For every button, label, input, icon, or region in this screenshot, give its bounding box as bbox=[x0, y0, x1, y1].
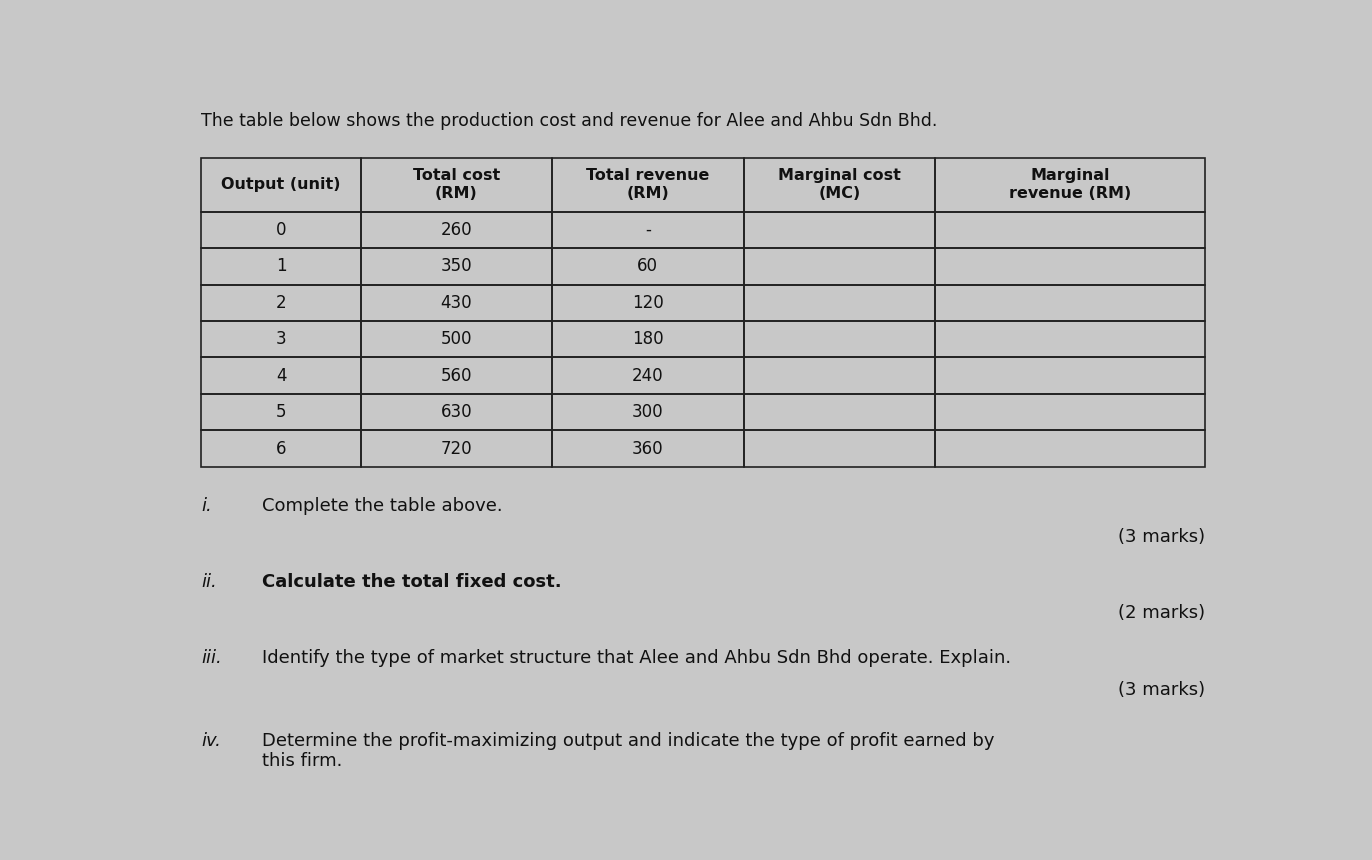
Text: 560: 560 bbox=[440, 366, 472, 384]
Bar bbox=[552, 157, 744, 212]
Bar bbox=[744, 212, 934, 249]
Text: Marginal cost
(MC): Marginal cost (MC) bbox=[778, 168, 900, 201]
Text: 120: 120 bbox=[632, 294, 664, 312]
Text: Determine the profit-maximizing output and indicate the type of profit earned by: Determine the profit-maximizing output a… bbox=[262, 732, 995, 771]
Text: 2: 2 bbox=[276, 294, 287, 312]
Bar bbox=[202, 249, 361, 285]
Bar bbox=[552, 212, 744, 249]
Text: (3 marks): (3 marks) bbox=[1118, 528, 1205, 546]
Bar bbox=[361, 157, 552, 212]
Text: 60: 60 bbox=[638, 257, 659, 275]
Bar bbox=[744, 394, 934, 430]
Bar bbox=[361, 394, 552, 430]
Bar bbox=[361, 249, 552, 285]
Text: 300: 300 bbox=[632, 403, 664, 421]
Text: 350: 350 bbox=[440, 257, 472, 275]
Text: 180: 180 bbox=[632, 330, 664, 348]
Text: 720: 720 bbox=[440, 439, 472, 458]
Bar bbox=[934, 285, 1205, 321]
Text: The table below shows the production cost and revenue for Alee and Ahbu Sdn Bhd.: The table below shows the production cos… bbox=[202, 112, 937, 130]
Text: 630: 630 bbox=[440, 403, 472, 421]
Bar bbox=[552, 249, 744, 285]
Text: iii.: iii. bbox=[202, 648, 222, 667]
Bar bbox=[202, 212, 361, 249]
Text: 3: 3 bbox=[276, 330, 287, 348]
Bar bbox=[202, 394, 361, 430]
Bar bbox=[552, 321, 744, 358]
Text: Total revenue
(RM): Total revenue (RM) bbox=[586, 168, 709, 201]
Text: 4: 4 bbox=[276, 366, 287, 384]
Text: 360: 360 bbox=[632, 439, 664, 458]
Bar bbox=[934, 157, 1205, 212]
Text: -: - bbox=[645, 221, 650, 239]
Text: Total cost
(RM): Total cost (RM) bbox=[413, 168, 499, 201]
Bar bbox=[361, 285, 552, 321]
Bar bbox=[744, 249, 934, 285]
Text: (2 marks): (2 marks) bbox=[1118, 605, 1205, 623]
Text: Complete the table above.: Complete the table above. bbox=[262, 496, 502, 514]
Bar bbox=[552, 285, 744, 321]
Text: i.: i. bbox=[202, 496, 213, 514]
Bar bbox=[361, 430, 552, 467]
Bar bbox=[744, 321, 934, 358]
Bar bbox=[744, 285, 934, 321]
Bar bbox=[202, 321, 361, 358]
Bar bbox=[744, 430, 934, 467]
Text: 500: 500 bbox=[440, 330, 472, 348]
Text: (3 marks): (3 marks) bbox=[1118, 680, 1205, 698]
Text: Output (unit): Output (unit) bbox=[221, 177, 340, 192]
Bar bbox=[934, 212, 1205, 249]
Bar bbox=[202, 285, 361, 321]
Bar bbox=[934, 358, 1205, 394]
Bar bbox=[744, 157, 934, 212]
Bar bbox=[552, 358, 744, 394]
Text: Marginal
revenue (RM): Marginal revenue (RM) bbox=[1008, 168, 1131, 201]
Text: 6: 6 bbox=[276, 439, 287, 458]
Text: 1: 1 bbox=[276, 257, 287, 275]
Text: 430: 430 bbox=[440, 294, 472, 312]
Bar bbox=[202, 358, 361, 394]
Bar bbox=[934, 249, 1205, 285]
Text: ii.: ii. bbox=[202, 573, 217, 591]
Text: 0: 0 bbox=[276, 221, 287, 239]
Bar bbox=[744, 358, 934, 394]
Bar bbox=[552, 430, 744, 467]
Text: 240: 240 bbox=[632, 366, 664, 384]
Bar bbox=[552, 394, 744, 430]
Bar bbox=[934, 430, 1205, 467]
Text: Identify the type of market structure that Alee and Ahbu Sdn Bhd operate. Explai: Identify the type of market structure th… bbox=[262, 648, 1011, 667]
Bar bbox=[202, 430, 361, 467]
Bar bbox=[202, 157, 361, 212]
Text: 5: 5 bbox=[276, 403, 287, 421]
Bar bbox=[934, 394, 1205, 430]
Text: 260: 260 bbox=[440, 221, 472, 239]
Text: iv.: iv. bbox=[202, 732, 221, 750]
Bar bbox=[934, 321, 1205, 358]
Bar bbox=[361, 212, 552, 249]
Bar bbox=[361, 358, 552, 394]
Text: Calculate the total fixed cost.: Calculate the total fixed cost. bbox=[262, 573, 561, 591]
Bar bbox=[361, 321, 552, 358]
